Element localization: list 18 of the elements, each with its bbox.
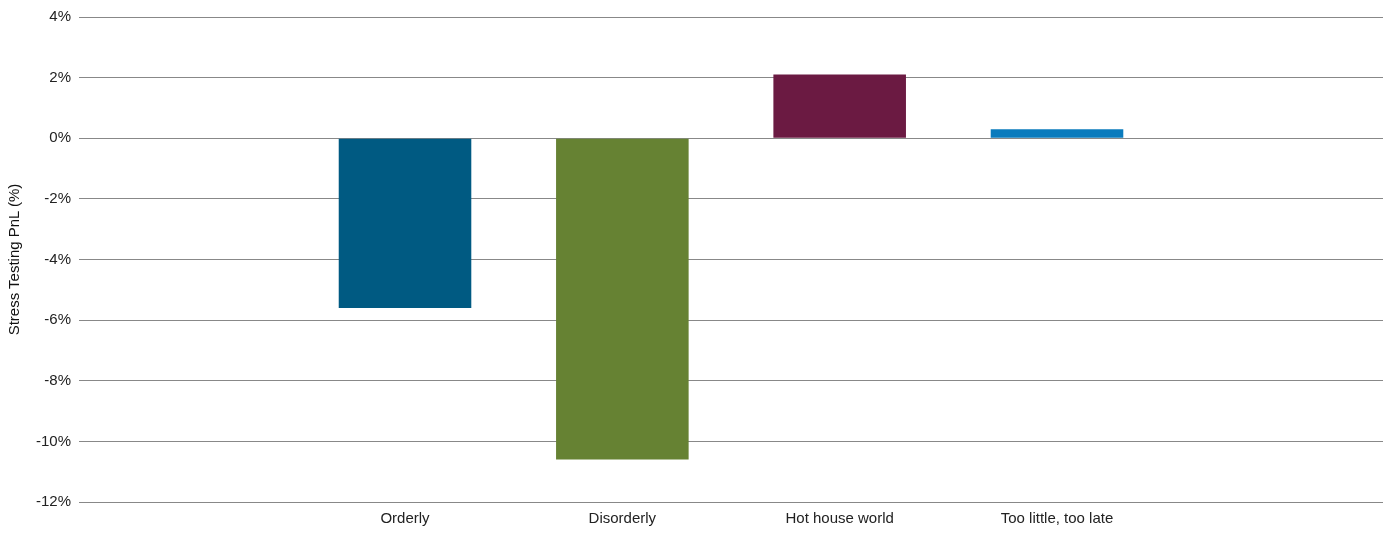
bar [338,138,472,308]
bar [990,129,1124,138]
bar [773,74,906,138]
y-tick-label: -10% [35,431,72,449]
x-tick-label: Hot house world [785,509,894,527]
bar [556,138,689,460]
y-tick-label: -4% [44,249,72,267]
y-tick-label: 2% [49,67,72,85]
y-tick-label: 0% [49,128,72,146]
y-tick-label: 4% [49,7,72,25]
x-tick-label: Disorderly [588,509,657,527]
y-tick-label: -2% [44,189,72,207]
y-tick-label: -8% [44,370,72,388]
y-tick-label: -12% [35,492,72,510]
x-tick-label: Orderly [380,509,431,527]
x-tick-label: Too little, too late [1000,509,1114,527]
y-tick-label: -6% [44,310,72,328]
y-axis-title: Stress Testing PnL (%) [5,183,23,336]
